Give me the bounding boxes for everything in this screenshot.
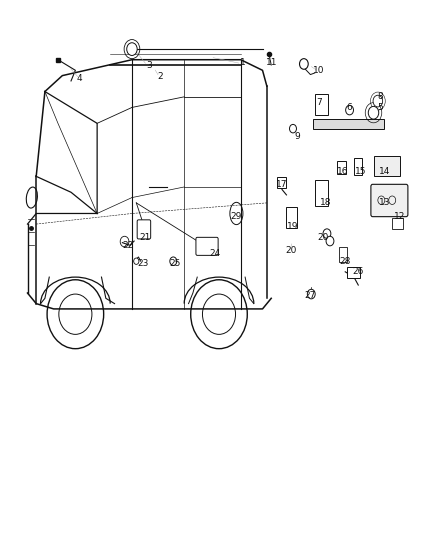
Circle shape xyxy=(127,43,137,55)
Bar xyxy=(354,158,362,175)
Bar xyxy=(277,177,286,188)
Circle shape xyxy=(368,107,379,119)
Text: 16: 16 xyxy=(337,166,349,175)
Text: 7: 7 xyxy=(316,98,322,107)
Bar xyxy=(315,94,328,115)
Circle shape xyxy=(170,257,177,265)
Text: 21: 21 xyxy=(139,233,151,242)
Text: 25: 25 xyxy=(170,260,181,268)
Circle shape xyxy=(346,106,353,115)
Text: 3: 3 xyxy=(146,61,152,69)
Bar xyxy=(313,119,385,128)
Text: 17: 17 xyxy=(276,180,288,189)
Circle shape xyxy=(326,236,334,246)
FancyBboxPatch shape xyxy=(196,237,218,255)
Text: 6: 6 xyxy=(347,103,353,112)
Text: 11: 11 xyxy=(265,58,277,67)
Text: 24: 24 xyxy=(209,249,220,258)
Text: 5: 5 xyxy=(377,103,383,112)
Text: 14: 14 xyxy=(379,166,390,175)
Bar xyxy=(347,266,360,278)
Bar xyxy=(315,180,328,206)
Text: 20: 20 xyxy=(318,233,329,242)
Circle shape xyxy=(323,229,331,238)
Text: 2: 2 xyxy=(157,72,163,81)
Circle shape xyxy=(300,59,308,69)
Text: 23: 23 xyxy=(137,260,148,268)
Bar xyxy=(339,247,346,262)
FancyBboxPatch shape xyxy=(137,220,151,239)
Text: 10: 10 xyxy=(313,66,325,75)
Text: 22: 22 xyxy=(122,241,133,250)
Circle shape xyxy=(290,124,297,133)
Circle shape xyxy=(134,258,139,264)
Text: 15: 15 xyxy=(355,166,366,175)
Text: 18: 18 xyxy=(320,198,332,207)
Text: 13: 13 xyxy=(378,198,390,207)
Bar xyxy=(392,217,403,229)
Bar xyxy=(337,161,346,174)
Text: 28: 28 xyxy=(339,257,351,265)
Text: 9: 9 xyxy=(294,132,300,141)
Text: 26: 26 xyxy=(353,268,364,276)
Circle shape xyxy=(307,289,315,299)
Text: 29: 29 xyxy=(231,212,242,221)
Circle shape xyxy=(373,95,383,107)
FancyBboxPatch shape xyxy=(371,184,408,216)
Text: 1: 1 xyxy=(240,58,246,67)
Text: 20: 20 xyxy=(285,246,297,255)
Text: 19: 19 xyxy=(287,222,299,231)
Text: 27: 27 xyxy=(305,291,316,300)
Bar xyxy=(374,156,399,176)
Text: 4: 4 xyxy=(77,74,82,83)
Text: 8: 8 xyxy=(377,92,383,101)
Text: 12: 12 xyxy=(394,212,405,221)
Bar xyxy=(286,207,297,228)
